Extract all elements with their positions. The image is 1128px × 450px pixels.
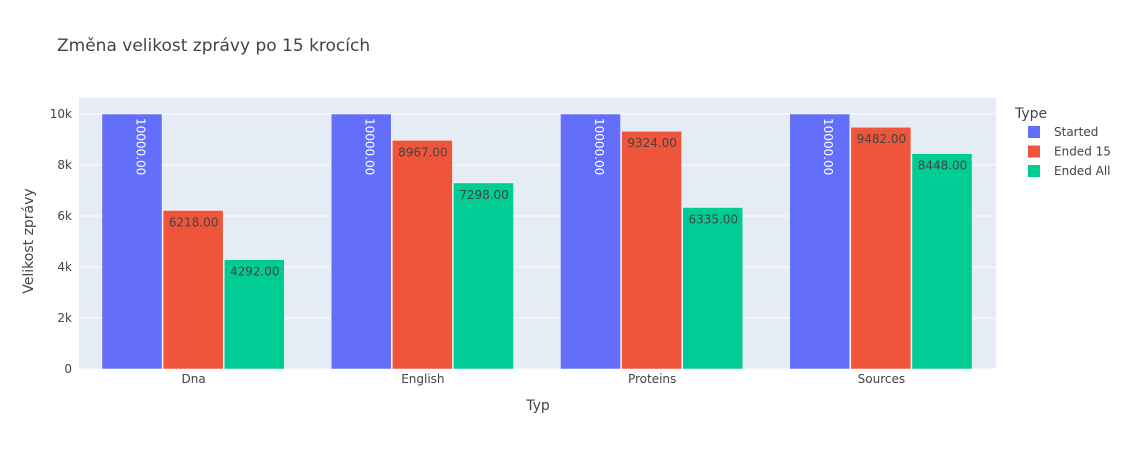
- bar-ended-15[interactable]: [392, 140, 453, 370]
- bar-ended-15[interactable]: [850, 126, 912, 370]
- bar-ended-15[interactable]: [621, 130, 682, 370]
- legend-swatch[interactable]: [1028, 165, 1040, 177]
- chart-title: Změna velikost zprávy po 15 krocích: [57, 36, 370, 56]
- y-tick-label: 8k: [57, 158, 72, 172]
- legend-swatch[interactable]: [1028, 145, 1040, 158]
- bar-data-label: 10000.00: [821, 118, 835, 175]
- bar-started[interactable]: [101, 113, 163, 370]
- bar-data-label: 8448.00: [918, 159, 968, 173]
- bar-data-label: 7298.00: [459, 188, 509, 202]
- bar-data-label: 10000.00: [133, 118, 147, 175]
- bar-ended-all[interactable]: [223, 259, 285, 370]
- bar-data-label: 8967.00: [398, 145, 448, 159]
- legend-title: Type: [1014, 106, 1047, 122]
- bar-data-label: 9324.00: [627, 136, 677, 150]
- bar-data-label: 9482.00: [857, 132, 907, 146]
- legend-swatch[interactable]: [1028, 126, 1040, 138]
- plot-area: 0 2k 4k 6k 8k 10k 10000.00 6218.00 4292.00 Dna 100…: [50, 98, 996, 386]
- y-tick-label: 2k: [57, 311, 72, 325]
- y-tick-label: 4k: [57, 260, 72, 274]
- y-axis-title: Velikost zprávy: [21, 188, 37, 293]
- bar-started[interactable]: [789, 113, 851, 370]
- bar-data-label: 10000.00: [363, 118, 377, 175]
- bar-ended-all[interactable]: [682, 207, 744, 370]
- x-tick-label: Dna: [182, 372, 206, 386]
- y-tick-label: 0: [64, 362, 72, 376]
- x-axis-title: Typ: [525, 398, 550, 414]
- bar-data-label: 10000.00: [592, 118, 606, 175]
- legend-label[interactable]: Started: [1054, 125, 1098, 139]
- y-tick-label: 6k: [57, 209, 72, 223]
- legend-label[interactable]: Ended 15: [1054, 145, 1111, 159]
- bar-data-label: 4292.00: [230, 265, 280, 279]
- legend: Type Started Ended 15 Ended All: [1014, 106, 1111, 178]
- bar-ended-15[interactable]: [162, 210, 224, 370]
- x-tick-label: English: [401, 372, 444, 386]
- legend-label[interactable]: Ended All: [1054, 164, 1111, 178]
- bar-started[interactable]: [560, 113, 621, 370]
- bar-data-label: 6335.00: [688, 212, 738, 226]
- bar-ended-all[interactable]: [453, 182, 514, 370]
- x-tick-label: Proteins: [628, 372, 676, 386]
- bar-ended-all[interactable]: [911, 153, 973, 370]
- x-tick-label: Sources: [858, 372, 905, 386]
- y-tick-label: 10k: [50, 107, 72, 121]
- bar-data-label: 6218.00: [169, 215, 219, 229]
- bar-started[interactable]: [330, 113, 392, 370]
